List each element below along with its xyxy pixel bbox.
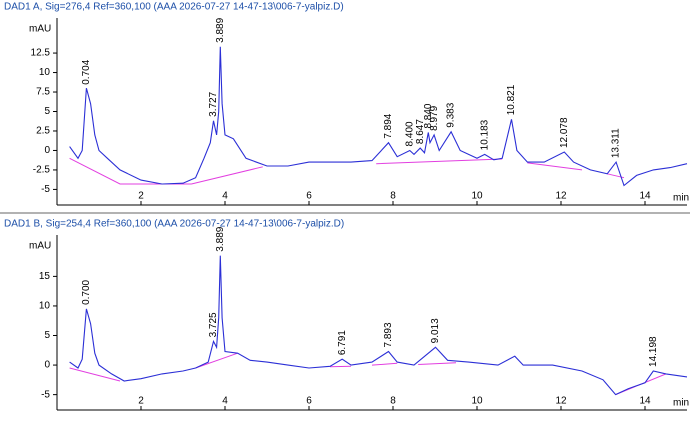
- y-tick-label: 5: [44, 330, 50, 341]
- y-tick-label: 0: [44, 145, 50, 156]
- peak-label: 0.700: [81, 279, 92, 304]
- x-tick-label: 8: [390, 191, 396, 202]
- peak-label: 14.198: [648, 336, 659, 367]
- peak-label: 13.311: [611, 128, 622, 158]
- peak-label: 3.725: [208, 312, 219, 337]
- x-tick-label: 14: [639, 191, 651, 202]
- peak-label: 3.889: [215, 17, 226, 42]
- signal-trace: [69, 255, 688, 396]
- peak-label: 8.979: [429, 105, 440, 130]
- y-tick-label: -2.5: [33, 165, 51, 176]
- x-tick-label: 4: [222, 396, 228, 407]
- peak-label: 8.400: [404, 121, 415, 146]
- peak-label: 7.894: [383, 113, 394, 138]
- integration-baseline: [69, 157, 625, 185]
- peak-label: 0.704: [81, 59, 92, 84]
- panel-title: DAD1 A, Sig=276,4 Ref=360,100 (AAA 2026-…: [4, 2, 344, 13]
- x-axis-label: min: [673, 193, 689, 204]
- x-tick-label: 10: [471, 396, 483, 407]
- x-tick-label: 12: [555, 396, 567, 407]
- y-tick-label: 5: [44, 106, 50, 117]
- panel-title: DAD1 B, Sig=254,4 Ref=360,100 (AAA 2026-…: [4, 219, 344, 230]
- y-tick-label: 10: [39, 67, 51, 78]
- y-tick-label: 15: [39, 271, 51, 282]
- y-tick-label: 7.5: [36, 87, 50, 98]
- peak-label: 6.791: [337, 330, 348, 355]
- x-tick-label: 14: [639, 396, 651, 407]
- peak-label: 8.647: [415, 119, 426, 144]
- y-tick-label: 12.5: [31, 48, 51, 59]
- y-axis-label: mAU: [29, 24, 51, 35]
- peak-label: 9.383: [446, 102, 457, 127]
- x-tick-label: 12: [555, 191, 567, 202]
- y-axis-label: mAU: [29, 241, 51, 252]
- x-tick-label: 2: [138, 396, 144, 407]
- peak-label: 9.013: [430, 318, 441, 343]
- y-tick-label: 2.5: [36, 126, 50, 137]
- x-tick-label: 4: [222, 191, 228, 202]
- x-axis-label: min: [673, 398, 689, 409]
- signal-trace: [69, 46, 688, 187]
- x-tick-label: 6: [306, 396, 312, 407]
- peak-label: 12.078: [559, 117, 570, 148]
- peak-label: 3.727: [208, 91, 219, 116]
- peak-label: 10.183: [479, 119, 490, 150]
- y-tick-label: 10: [39, 301, 51, 312]
- peak-label: 10.821: [506, 84, 517, 115]
- peak-label: 3.889: [215, 226, 226, 251]
- y-tick-label: 0: [44, 360, 50, 371]
- peak-label: 8.840: [423, 103, 434, 128]
- y-tick-label: -5: [41, 389, 50, 400]
- x-tick-label: 2: [138, 191, 144, 202]
- x-tick-label: 6: [306, 191, 312, 202]
- x-tick-label: 10: [471, 191, 483, 202]
- y-tick-label: -5: [41, 184, 50, 195]
- integration-baseline: [69, 352, 667, 396]
- x-tick-label: 8: [390, 396, 396, 407]
- peak-label: 7.893: [383, 322, 394, 347]
